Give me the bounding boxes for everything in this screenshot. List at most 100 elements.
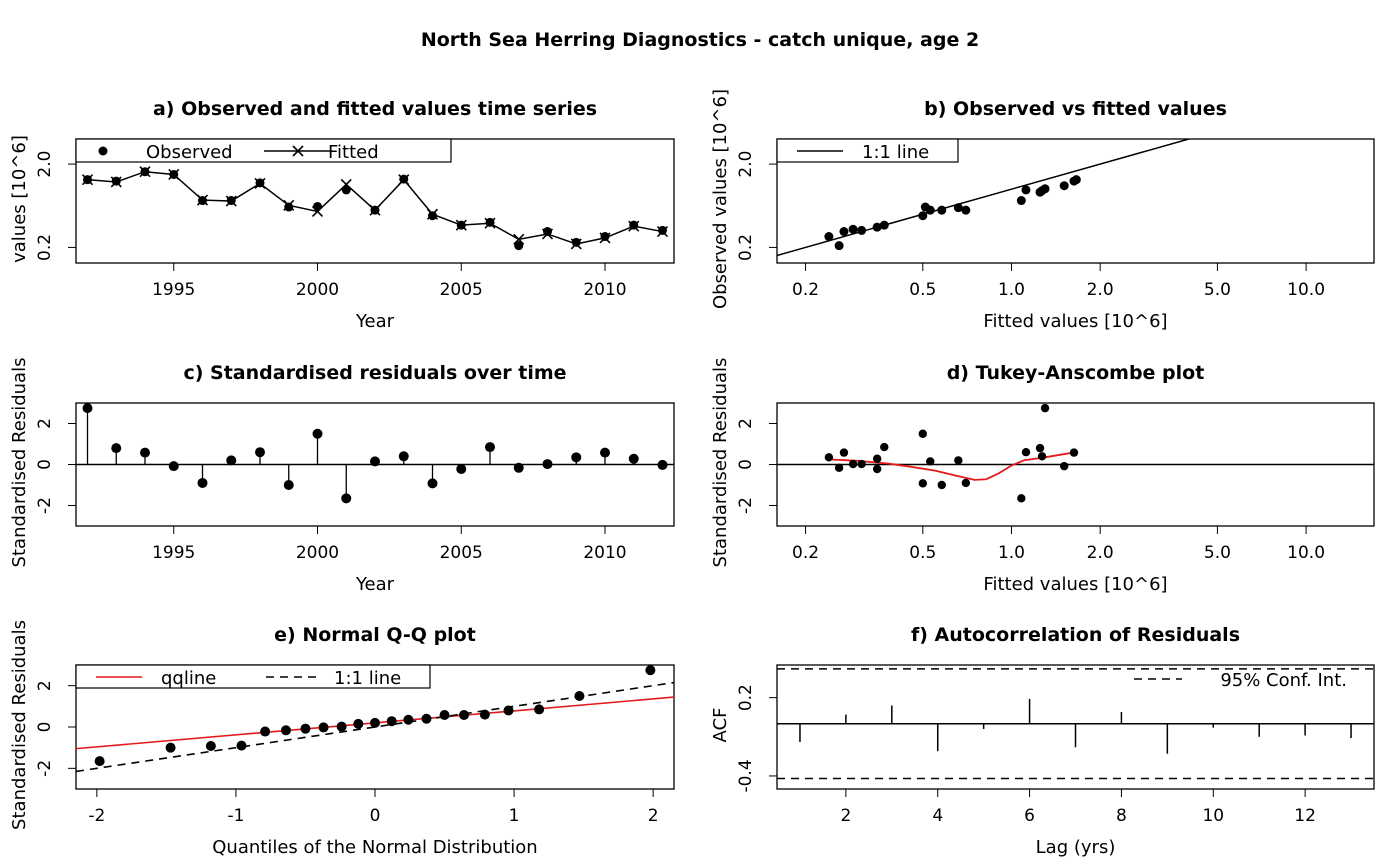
y-axis-label: Observed values [10^6] xyxy=(710,89,731,309)
y-axis-label: Standardised Residuals xyxy=(9,358,30,568)
qq-point xyxy=(459,710,470,721)
y-axis-label: ACF xyxy=(710,708,731,743)
qq-point xyxy=(318,722,329,733)
observed-point xyxy=(169,169,179,179)
x-tick-label: 4 xyxy=(932,806,943,826)
observed-point xyxy=(255,178,265,188)
observed-point xyxy=(456,220,466,230)
legend-label: 1:1 line xyxy=(862,142,929,163)
legend-box xyxy=(75,664,431,689)
x-tick-label: 2005 xyxy=(440,543,483,563)
y-tick-label: 2.0 xyxy=(736,151,756,178)
x-axis-label: Quantiles of the Normal Distribution xyxy=(212,837,537,858)
residual-point xyxy=(82,403,93,414)
legend-qqline-label: qqline xyxy=(161,668,216,689)
qq-point xyxy=(353,718,364,729)
scatter-point xyxy=(824,453,834,462)
scatter-point xyxy=(953,203,963,213)
observed-point xyxy=(226,196,236,206)
qq-point xyxy=(645,665,656,676)
residual-point xyxy=(226,455,237,466)
legend-identity-label: 1:1 line xyxy=(334,668,401,689)
x-tick-label: 1995 xyxy=(152,280,195,300)
qq-point xyxy=(205,741,216,752)
legend-observed-label: Observed xyxy=(146,142,233,163)
panel-title: e) Normal Q-Q plot xyxy=(274,624,476,646)
qq-point xyxy=(165,742,176,753)
scatter-point xyxy=(879,220,889,230)
y-tick-label: 2.0 xyxy=(35,151,55,178)
legend-fitted-marker xyxy=(292,145,304,157)
scatter-point xyxy=(918,211,928,221)
x-tick-label: 6 xyxy=(1024,806,1035,826)
qq-point xyxy=(479,709,490,720)
observed-point xyxy=(485,217,495,227)
x-axis-label: Fitted values [10^6] xyxy=(983,311,1167,332)
observed-point xyxy=(543,227,552,237)
scatter-point xyxy=(937,480,946,490)
qq-point xyxy=(370,717,380,728)
observed-point xyxy=(514,241,524,251)
qq-point xyxy=(403,714,414,725)
x-tick-label: 2000 xyxy=(296,280,339,300)
x-tick-label: 2000 xyxy=(296,543,339,563)
qq-point xyxy=(574,691,585,701)
scatter-point xyxy=(1037,452,1047,461)
x-tick-label: 8 xyxy=(1116,806,1127,826)
x-axis-label: Fitted values [10^6] xyxy=(983,574,1167,595)
plot-frame xyxy=(776,664,1375,790)
residual-point xyxy=(427,478,438,489)
y-tick-label: -2 xyxy=(35,497,55,514)
y-tick-label: 0 xyxy=(736,459,756,470)
cross-stroke xyxy=(292,145,304,157)
observed-point xyxy=(198,196,207,206)
x-tick-label: 12 xyxy=(1294,806,1316,826)
scatter-point xyxy=(880,442,889,452)
scatter-point xyxy=(848,459,858,469)
qq-point xyxy=(534,704,545,715)
observed-point xyxy=(111,176,121,186)
figure-title: North Sea Herring Diagnostics - catch un… xyxy=(421,29,979,51)
scatter-point xyxy=(1071,175,1081,185)
scatter-point xyxy=(1060,461,1069,471)
residual-point xyxy=(456,464,467,475)
y-axis-label: values [10^6] xyxy=(9,135,30,263)
residual-point xyxy=(312,428,323,439)
residual-point xyxy=(571,452,582,463)
qq-point xyxy=(439,710,450,721)
x-tick-label: 2 xyxy=(840,806,851,826)
observed-point xyxy=(600,232,610,242)
residual-point xyxy=(657,459,668,470)
observed-point xyxy=(399,174,409,184)
x-tick-label: 2005 xyxy=(440,280,483,300)
y-tick-label: 0.2 xyxy=(736,234,756,261)
scatter-point xyxy=(954,456,963,465)
x-tick-label: 0.2 xyxy=(792,280,819,300)
legend-observed-marker xyxy=(98,146,108,156)
y-tick-label: 0.2 xyxy=(35,234,55,261)
x-axis-label: Lag (yrs) xyxy=(1036,837,1116,858)
observed-point xyxy=(313,201,322,211)
panel-c: c) Standardised residuals over time 1995 2… xyxy=(9,358,675,595)
x-tick-label: 0 xyxy=(370,806,381,826)
identity-line xyxy=(76,681,674,773)
y-tick-label: 0.2 xyxy=(736,684,756,711)
residual-point xyxy=(111,443,122,454)
scatter-point xyxy=(1040,403,1050,413)
y-tick-label: 0 xyxy=(35,459,55,470)
qq-point xyxy=(386,716,397,727)
legend-box xyxy=(75,138,452,163)
y-tick-label: -2 xyxy=(736,497,756,514)
y-axis-label: Standardised Residuals xyxy=(710,358,731,568)
observed-point xyxy=(341,185,351,195)
residual-point xyxy=(197,477,208,488)
residual-point xyxy=(600,447,610,458)
y-tick-label: -0.4 xyxy=(736,759,756,792)
x-tick-label: 1 xyxy=(509,806,520,826)
residual-point xyxy=(341,493,352,504)
scatter-point xyxy=(937,205,947,215)
panel-b: b) Observed vs fitted values 0.2 0.5 1.0 2.0… xyxy=(710,89,1375,332)
scatter-point xyxy=(961,478,971,488)
qq-point xyxy=(260,726,271,737)
